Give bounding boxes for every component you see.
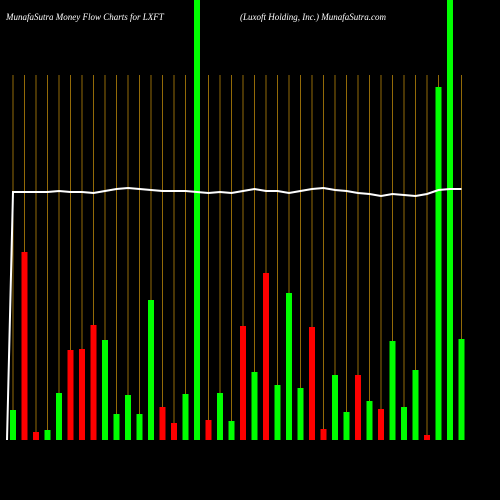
bars <box>10 0 465 440</box>
bar <box>102 340 108 440</box>
money-flow-line <box>6 186 462 441</box>
bar <box>343 412 350 440</box>
bar <box>286 293 292 440</box>
bar <box>44 430 51 440</box>
bar <box>424 435 430 440</box>
bar <box>401 407 407 440</box>
bar <box>205 420 212 440</box>
bar <box>378 409 384 440</box>
line-layer <box>6 186 462 441</box>
chart-title: MunafaSutra Money Flow Charts for LXFT <box>5 12 165 22</box>
bar <box>447 0 453 440</box>
bar <box>148 300 154 440</box>
bar <box>228 421 235 440</box>
bar <box>159 407 166 440</box>
bar <box>320 429 327 440</box>
bar <box>297 388 304 440</box>
bar <box>33 432 39 440</box>
bar <box>125 395 131 440</box>
bar <box>113 414 120 440</box>
chart-subtitle: (Luxoft Holding, Inc.) MunafaSutra.com <box>240 12 386 22</box>
bar <box>263 273 269 440</box>
bar <box>251 372 258 440</box>
bar <box>240 326 246 440</box>
bar <box>389 341 396 440</box>
bar <box>56 393 62 440</box>
bar <box>21 252 28 440</box>
bar <box>67 350 74 440</box>
bar <box>79 349 85 440</box>
bar <box>10 410 16 440</box>
bar <box>217 393 223 440</box>
bar <box>355 375 361 440</box>
bar <box>90 325 97 440</box>
bar <box>171 423 177 440</box>
bar <box>332 375 338 440</box>
bar <box>435 87 442 440</box>
bar <box>136 414 143 440</box>
bar <box>182 394 189 440</box>
bar <box>274 385 281 440</box>
bar <box>458 339 465 440</box>
bar <box>309 327 315 440</box>
bar <box>366 401 373 440</box>
bar <box>194 0 200 440</box>
bar <box>412 370 419 440</box>
